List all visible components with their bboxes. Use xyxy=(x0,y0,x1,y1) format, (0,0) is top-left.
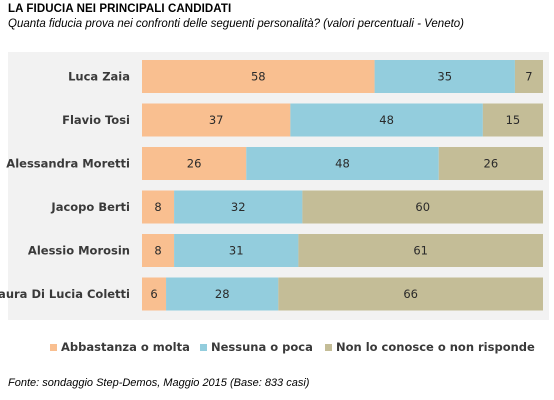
bar-segment xyxy=(438,147,543,180)
bar-segment xyxy=(290,103,483,137)
category-label: Alessandra Moretti xyxy=(6,157,130,171)
bar-segment xyxy=(278,277,543,311)
category-label: Flavio Tosi xyxy=(62,113,130,127)
data-label: 26 xyxy=(484,157,499,171)
data-label: 31 xyxy=(229,244,244,258)
data-label: 48 xyxy=(379,113,394,127)
category-label: Jacopo Berti xyxy=(50,200,130,214)
category-label: Luca Zaia xyxy=(68,70,130,84)
bar-segment xyxy=(142,103,291,137)
bar-segment xyxy=(374,60,515,93)
category-label: Laura Di Lucia Coletti xyxy=(0,287,130,301)
data-label: 66 xyxy=(403,287,418,301)
data-label: 8 xyxy=(154,244,161,258)
legend-swatch xyxy=(325,344,332,351)
bar-segment xyxy=(142,234,175,267)
source-note: Fonte: sondaggio Step-Demos, Maggio 2015… xyxy=(8,377,310,389)
bar-segment xyxy=(514,60,543,93)
data-label: 28 xyxy=(215,287,230,301)
bar-segment xyxy=(142,277,167,311)
data-label: 15 xyxy=(506,113,521,127)
bar-segment xyxy=(298,234,543,267)
bar-segment xyxy=(246,147,439,180)
data-label: 35 xyxy=(437,70,452,84)
data-label: 6 xyxy=(150,287,157,301)
data-label: 48 xyxy=(335,157,350,171)
chart-subtitle: Quanta fiducia prova nei confronti delle… xyxy=(8,18,465,30)
bar-segment xyxy=(142,190,175,224)
bar-segment xyxy=(174,190,303,224)
legend-label: Non lo conosce o non risponde xyxy=(336,340,535,354)
bar-segment xyxy=(142,147,247,180)
bar-segment xyxy=(142,60,375,93)
plot-background xyxy=(8,52,549,320)
category-label: Alessio Morosin xyxy=(28,244,130,258)
chart-title: LA FIDUCIA NEI PRINCIPALI CANDIDATI xyxy=(8,3,232,15)
bar-segment xyxy=(174,234,299,267)
legend-label: Abbastanza o molta xyxy=(61,340,190,354)
data-label: 7 xyxy=(525,70,532,84)
data-label: 26 xyxy=(187,157,202,171)
legend-label: Nessuna o poca xyxy=(211,340,313,354)
bar-segment xyxy=(166,277,279,311)
data-label: 58 xyxy=(251,70,266,84)
legend-swatch xyxy=(200,344,207,351)
data-label: 8 xyxy=(154,200,161,214)
data-label: 61 xyxy=(413,244,428,258)
data-label: 60 xyxy=(415,200,430,214)
data-label: 37 xyxy=(209,113,224,127)
bar-segment xyxy=(302,190,543,224)
data-label: 32 xyxy=(231,200,246,214)
bar-segment xyxy=(482,103,543,137)
legend-swatch xyxy=(50,344,57,351)
